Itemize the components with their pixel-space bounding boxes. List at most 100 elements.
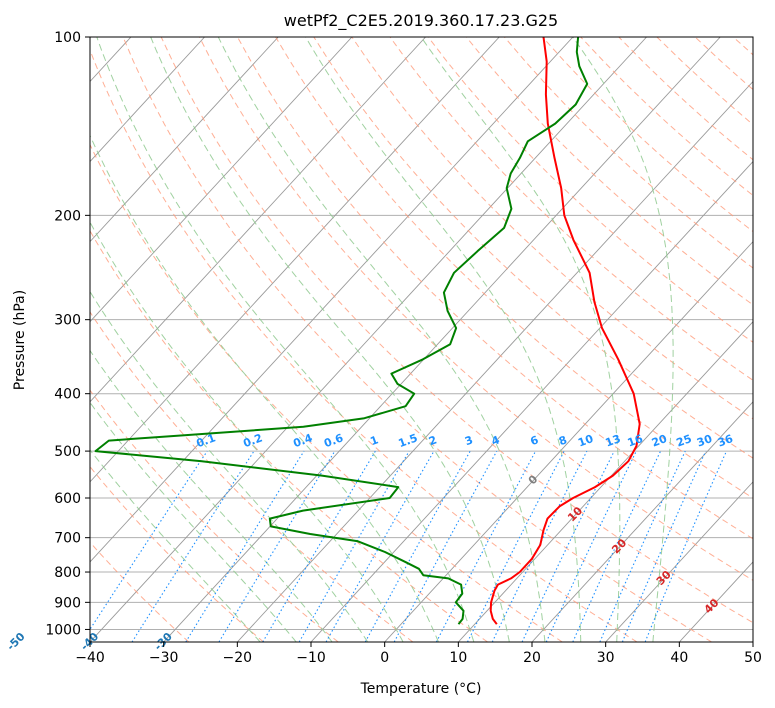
x-tick-label: 10 <box>449 650 467 666</box>
isotherm-line <box>458 321 753 642</box>
dry-adiabat <box>122 37 712 642</box>
dry-adiabat <box>275 37 753 499</box>
mixing-ratio-label: 10 <box>576 432 595 450</box>
isotherm-line <box>90 37 205 163</box>
mixing-ratio-label: 6 <box>529 433 541 448</box>
mixing-ratio-label: 36 <box>716 432 735 450</box>
x-tick-label: 40 <box>670 650 688 666</box>
mixing-ratio-label: 0.6 <box>322 431 345 450</box>
isotherm-line <box>605 481 753 642</box>
moist-adiabat <box>420 37 621 642</box>
x-tick-label: 20 <box>523 650 541 666</box>
mixing-ratio-label: 2 <box>427 433 439 448</box>
dry-adiabat <box>237 37 753 540</box>
x-tick-label: −10 <box>296 650 326 666</box>
line-labels: 0.10.20.40.611.52346810131620253036-100-… <box>4 431 735 653</box>
mixing-ratio-label: 1 <box>368 433 380 448</box>
y-tick-label: 200 <box>54 208 81 224</box>
mixing-ratio-label: 4 <box>490 433 502 448</box>
mixing-ratio-line <box>491 450 588 642</box>
chart-title: wetPf2_C2E5.2019.360.17.23.G25 <box>284 11 558 31</box>
moist-adiabat <box>90 134 439 642</box>
y-tick-label: 400 <box>54 387 81 403</box>
isotherm-line <box>384 240 753 642</box>
y-tick-label: 300 <box>54 313 81 329</box>
temperature-line <box>489 37 641 625</box>
x-tick-label: 50 <box>744 650 762 666</box>
mixing-ratio-label: 20 <box>650 432 669 450</box>
dry-adiabat <box>160 37 753 624</box>
y-tick-label: 900 <box>54 595 81 611</box>
mixing-ratio-label: 0.4 <box>291 431 314 450</box>
mixing-ratio-label: 25 <box>675 432 694 449</box>
dry-adiabat <box>90 541 190 642</box>
mixing-ratio-label: 30 <box>695 432 714 450</box>
mixing-ratio-line <box>131 450 255 642</box>
moist-adiabat <box>572 37 674 642</box>
x-tick-label: 30 <box>597 650 615 666</box>
x-tick-label: 0 <box>380 650 389 666</box>
dry-adiabat <box>732 37 753 56</box>
isotherm-line <box>90 37 353 323</box>
dry-adiabat <box>580 37 753 197</box>
x-tick-label: −20 <box>223 650 253 666</box>
moist-adiabat <box>96 37 475 642</box>
isotherm-line <box>90 37 500 483</box>
mixing-ratio-label: 0.2 <box>241 431 264 450</box>
axes: −40 −30 −20 −10 0 10 20 30 40 5010020030040050060… <box>45 30 762 666</box>
mixing-ratio-label: 16 <box>626 432 645 450</box>
dry-adiabat <box>198 37 753 581</box>
y-axis-label: Pressure (hPa) <box>12 290 28 390</box>
y-tick-label: 600 <box>54 491 81 507</box>
mixing-ratio-line <box>644 450 728 642</box>
mixing-ratio-line <box>218 450 336 642</box>
dry-adiabat <box>389 37 753 381</box>
dewpoint-line <box>94 37 589 625</box>
isotherm-line <box>0 37 57 642</box>
dry-adiabat <box>90 465 264 642</box>
isotherm-line <box>90 37 426 403</box>
mixing-ratio-line <box>185 450 305 642</box>
mixing-ratio-label: 8 <box>557 433 569 448</box>
dry-adiabat <box>313 37 753 459</box>
dry-adiabat <box>90 389 339 642</box>
x-tick-label: −40 <box>75 650 105 666</box>
sounding-curves <box>94 37 641 625</box>
mixing-ratio-line <box>599 450 686 642</box>
mixing-ratio-line <box>393 450 498 642</box>
dry-adiabat <box>90 48 638 642</box>
mixing-ratio-line <box>262 450 376 642</box>
mixing-ratio-label: 0.1 <box>195 431 218 450</box>
dry-adiabat <box>427 37 753 343</box>
moist-adiabat <box>90 449 261 642</box>
y-tick-label: 100 <box>54 30 81 46</box>
isotherm-line <box>163 37 721 642</box>
mixing-ratio-line <box>467 450 565 642</box>
isotherm-line <box>531 401 753 642</box>
x-axis-label: Temperature (°C) <box>360 681 482 697</box>
moist-adiabat <box>90 221 404 642</box>
dry-adiabat <box>656 37 753 126</box>
isotherm-line <box>90 37 279 243</box>
mixing-ratio-label: 13 <box>604 432 623 449</box>
isotherm-line <box>679 561 753 642</box>
y-tick-label: 1000 <box>45 622 81 638</box>
mixing-ratio-line <box>364 450 471 642</box>
isotherm-line <box>237 80 753 642</box>
y-tick-label: 800 <box>54 565 81 581</box>
dry-adiabat <box>90 143 563 642</box>
dry-adiabat <box>90 229 488 642</box>
moist-adiabat <box>90 290 369 642</box>
moist-adiabat <box>150 37 510 642</box>
mixing-ratio-label: 3 <box>463 433 475 448</box>
mixing-ratio-line <box>90 450 208 631</box>
dry-adiabat <box>542 37 753 233</box>
plot-area <box>0 37 753 642</box>
moist-adiabat <box>90 349 333 642</box>
isotherm-line <box>90 37 647 642</box>
moist-adiabat <box>305 37 582 642</box>
mixing-ratio-label: 1.5 <box>397 431 420 450</box>
mixing-ratio-line <box>325 450 435 642</box>
plot-frame <box>89 36 754 643</box>
